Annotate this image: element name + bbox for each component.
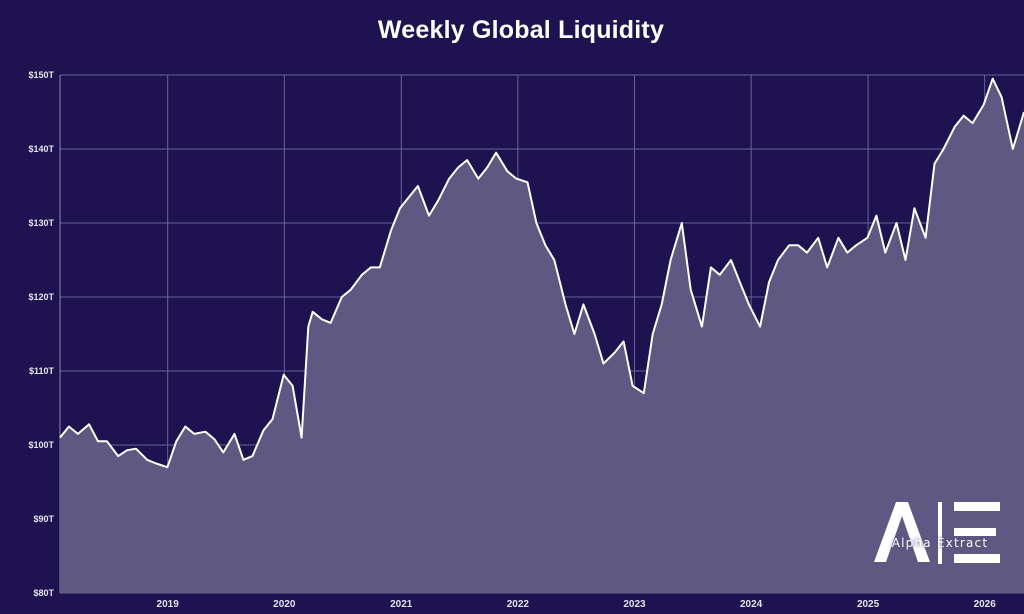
- y-axis-ticks: $80T $90T $100T $110T $120T $130T $140T $150T: [28, 70, 54, 598]
- y-tick-label: $90T: [33, 514, 54, 524]
- y-tick-label: $100T: [28, 440, 54, 450]
- x-tick-label: 2026: [974, 599, 997, 610]
- y-tick-label: $120T: [28, 292, 54, 302]
- y-tick-label: $140T: [28, 144, 54, 154]
- y-tick-label: $130T: [28, 218, 54, 228]
- x-tick-label: 2022: [507, 599, 530, 610]
- x-tick-label: 2021: [390, 599, 413, 610]
- series-area-fill: [60, 78, 1024, 593]
- watermark-text: Alpha Extract: [891, 536, 989, 550]
- x-tick-label: 2024: [740, 599, 763, 610]
- y-tick-label: $80T: [33, 588, 54, 598]
- x-tick-label: 2019: [157, 599, 180, 610]
- x-tick-label: 2020: [273, 599, 296, 610]
- x-tick-label: 2023: [623, 599, 646, 610]
- series-area: [59, 77, 1024, 593]
- x-tick-label: 2025: [857, 599, 880, 610]
- y-tick-label: $150T: [28, 70, 54, 80]
- alpha-extract-logo: [874, 502, 1000, 564]
- x-axis-ticks: 2019 2020 2021 2022 2023 2024 2025 2026: [157, 599, 997, 610]
- series-line: [59, 77, 1024, 469]
- y-tick-label: $110T: [29, 366, 55, 376]
- chart-title: Weekly Global Liquidity: [377, 16, 665, 44]
